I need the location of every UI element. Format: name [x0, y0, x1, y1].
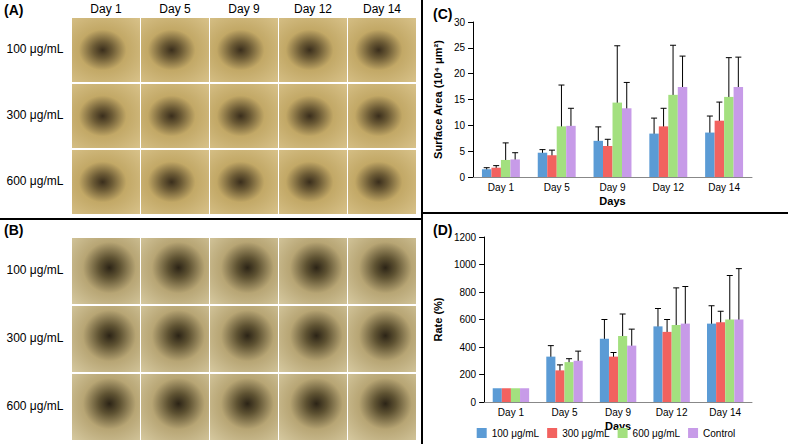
svg-text:30: 30 [454, 17, 466, 28]
svg-text:Day 5: Day 5 [544, 182, 571, 193]
svg-text:300 μg/mL: 300 μg/mL [562, 428, 610, 439]
svg-text:1000: 1000 [454, 259, 477, 270]
html-text:100 μg/mL: 100 μg/mL [6, 263, 64, 278]
html-text:600 μg/mL: 600 μg/mL [6, 174, 64, 189]
html-text:Day 9: Day 9 [228, 2, 260, 16]
svg-text:400: 400 [459, 342, 476, 353]
svg-text:Day 12: Day 12 [656, 407, 688, 418]
svg-text:Day 14: Day 14 [709, 407, 741, 418]
svg-text:Day 9: Day 9 [605, 407, 632, 418]
svg-text:Day 12: Day 12 [652, 182, 684, 193]
svg-text:(D): (D) [433, 222, 452, 238]
svg-text:10: 10 [454, 120, 466, 131]
html-text:Day 1: Day 1 [90, 2, 122, 16]
html-text:100 μg/mL: 100 μg/mL [6, 42, 64, 57]
svg-text:Surface Area (10⁴ μm²): Surface Area (10⁴ μm²) [432, 40, 444, 159]
svg-text:Days: Days [604, 419, 632, 432]
svg-text:Control: Control [703, 428, 735, 439]
svg-text:20: 20 [454, 68, 466, 79]
html-text:(A): (A) [4, 2, 24, 18]
html-text:600 μg/mL: 600 μg/mL [6, 399, 64, 414]
svg-text:0: 0 [471, 397, 477, 408]
html-text:Day 12: Day 12 [294, 2, 332, 16]
svg-text:Day 5: Day 5 [551, 407, 578, 418]
svg-text:600 μg/mL: 600 μg/mL [633, 428, 681, 439]
html-text:300 μg/mL: 300 μg/mL [6, 108, 64, 123]
svg-text:(C): (C) [433, 6, 452, 22]
svg-text:800: 800 [459, 287, 476, 298]
svg-text:600: 600 [459, 314, 476, 325]
svg-text:Day 1: Day 1 [498, 407, 525, 418]
svg-text:Day 9: Day 9 [599, 182, 626, 193]
svg-text:5: 5 [459, 146, 465, 157]
svg-text:1200: 1200 [454, 232, 477, 243]
html-text:Day 5: Day 5 [159, 2, 191, 16]
svg-text:200: 200 [459, 369, 476, 380]
svg-text:Rate (%): Rate (%) [432, 297, 444, 341]
html-text:(B): (B) [4, 222, 24, 238]
svg-text:Day 14: Day 14 [708, 182, 740, 193]
svg-text:0: 0 [459, 172, 465, 183]
svg-text:100 μg/mL: 100 μg/mL [492, 428, 540, 439]
html-text:300 μg/mL: 300 μg/mL [6, 331, 64, 346]
svg-text:25: 25 [454, 42, 466, 53]
svg-text:Days: Days [599, 195, 625, 207]
svg-text:15: 15 [454, 94, 466, 105]
html-text:Day 14: Day 14 [363, 2, 401, 16]
svg-text:Day 1: Day 1 [488, 182, 515, 193]
